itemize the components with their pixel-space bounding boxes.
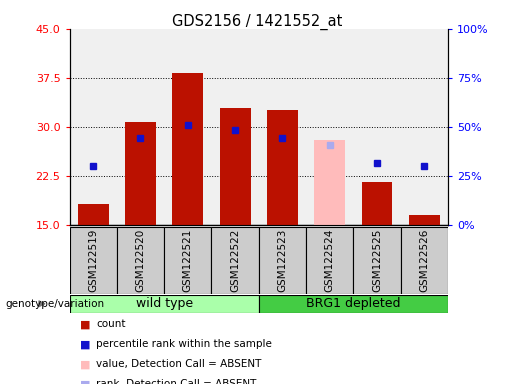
Bar — [353, 227, 401, 294]
Bar — [409, 215, 440, 225]
Text: wild type: wild type — [135, 297, 193, 310]
Text: ■: ■ — [80, 379, 90, 384]
Text: genotype/variation: genotype/variation — [5, 299, 104, 309]
Bar — [259, 295, 448, 313]
Text: ■: ■ — [80, 359, 90, 369]
Text: GSM122525: GSM122525 — [372, 228, 382, 292]
Text: ■: ■ — [80, 319, 90, 329]
Text: GSM122524: GSM122524 — [325, 228, 335, 292]
Bar — [259, 227, 306, 294]
Bar — [117, 227, 164, 294]
Bar — [267, 111, 298, 225]
Text: rank, Detection Call = ABSENT: rank, Detection Call = ABSENT — [96, 379, 256, 384]
Text: count: count — [96, 319, 126, 329]
Bar — [314, 140, 345, 225]
Bar — [70, 295, 259, 313]
Text: ■: ■ — [80, 339, 90, 349]
Text: GSM122519: GSM122519 — [88, 228, 98, 292]
Bar — [362, 182, 392, 225]
Bar — [220, 108, 250, 225]
Text: GSM122521: GSM122521 — [183, 228, 193, 292]
Text: value, Detection Call = ABSENT: value, Detection Call = ABSENT — [96, 359, 262, 369]
Bar — [306, 227, 353, 294]
Text: percentile rank within the sample: percentile rank within the sample — [96, 339, 272, 349]
Bar — [164, 227, 212, 294]
Text: BRG1 depleted: BRG1 depleted — [306, 297, 401, 310]
Text: GSM122522: GSM122522 — [230, 228, 240, 292]
Bar — [401, 227, 448, 294]
Bar — [125, 122, 156, 225]
Text: GSM122523: GSM122523 — [278, 228, 287, 292]
Bar — [212, 227, 259, 294]
Text: GSM122526: GSM122526 — [419, 228, 430, 292]
Bar — [173, 73, 203, 225]
Text: GSM122520: GSM122520 — [135, 228, 146, 292]
Text: GDS2156 / 1421552_at: GDS2156 / 1421552_at — [173, 13, 342, 30]
Bar — [70, 227, 117, 294]
Bar — [78, 204, 109, 225]
